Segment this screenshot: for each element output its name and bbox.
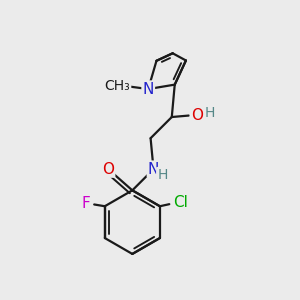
Text: H: H [205,106,215,120]
Text: H: H [157,168,168,182]
Text: N: N [148,162,159,177]
Text: O: O [191,108,203,123]
Text: F: F [82,196,91,211]
Text: O: O [102,162,114,177]
Text: CH₃: CH₃ [104,79,130,93]
Text: N: N [142,82,154,97]
Text: Cl: Cl [173,195,188,210]
